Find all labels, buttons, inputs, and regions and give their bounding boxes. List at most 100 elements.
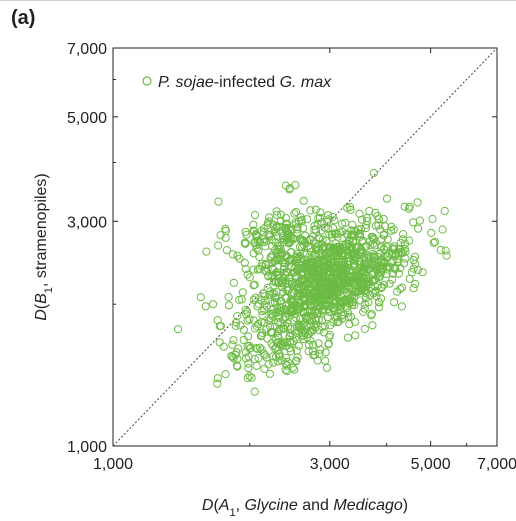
data-point	[307, 269, 316, 278]
data-point	[325, 301, 334, 310]
data-point	[229, 336, 238, 345]
data-point	[360, 299, 369, 308]
data-point	[233, 312, 242, 321]
data-point	[315, 326, 324, 335]
data-point	[324, 340, 333, 349]
data-point	[250, 387, 259, 396]
data-point	[268, 220, 278, 229]
data-point	[356, 232, 365, 241]
data-point	[271, 293, 280, 302]
data-point	[309, 340, 318, 349]
data-point	[228, 250, 237, 259]
data-point	[409, 255, 418, 265]
data-point	[311, 225, 320, 234]
data-point	[349, 236, 358, 245]
data-point	[393, 255, 402, 264]
data-point	[290, 209, 299, 218]
data-point	[436, 245, 445, 255]
data-point	[316, 208, 325, 217]
data-point	[345, 320, 354, 329]
data-points	[173, 168, 451, 396]
data-point	[361, 242, 370, 251]
data-point	[250, 211, 260, 220]
data-point	[405, 236, 414, 245]
top-rule	[0, 0, 516, 1]
data-point	[264, 272, 273, 281]
data-point	[388, 275, 397, 284]
data-point	[319, 257, 328, 266]
data-point	[290, 365, 299, 374]
data-point	[342, 229, 351, 238]
data-point	[369, 239, 378, 248]
data-point	[321, 348, 330, 357]
data-point	[246, 343, 255, 352]
data-point	[368, 277, 377, 286]
data-point	[353, 225, 363, 234]
data-point	[329, 224, 338, 233]
data-point	[345, 272, 354, 281]
y-tick-label: 1,000	[67, 439, 107, 456]
data-point	[343, 203, 352, 212]
data-point	[269, 358, 278, 367]
data-point	[349, 276, 358, 286]
data-point	[273, 255, 282, 264]
data-point	[258, 259, 267, 268]
data-point	[221, 226, 230, 235]
data-point	[269, 271, 278, 280]
data-point	[382, 263, 391, 272]
data-point	[284, 256, 293, 265]
data-point	[241, 354, 250, 363]
data-point	[251, 231, 260, 240]
data-point	[351, 331, 360, 340]
data-point	[338, 219, 347, 228]
data-point	[367, 311, 376, 320]
data-point	[330, 243, 339, 253]
data-point	[341, 264, 350, 273]
data-point	[346, 231, 355, 240]
data-point	[335, 260, 344, 269]
data-point	[294, 304, 303, 314]
data-point	[239, 335, 248, 345]
data-point	[292, 356, 301, 365]
x-tick-label: 3,000	[310, 456, 350, 473]
x-axis-title: D(A1, Glycine and Medicago)	[202, 497, 408, 519]
data-point	[291, 218, 300, 227]
data-point	[337, 302, 346, 311]
data-point	[382, 242, 391, 251]
x-tick-label: 1,000	[93, 456, 133, 473]
data-point	[369, 276, 378, 285]
data-point	[244, 364, 253, 373]
data-point	[254, 353, 263, 363]
data-point	[267, 327, 276, 336]
data-point	[293, 223, 302, 232]
x-tick-label: 7,000	[477, 456, 516, 473]
data-point	[329, 251, 338, 260]
data-point	[360, 260, 369, 269]
data-point	[441, 246, 450, 255]
data-point	[430, 237, 440, 246]
data-point	[252, 361, 261, 370]
data-point	[267, 242, 277, 251]
data-point	[287, 226, 296, 235]
data-point	[300, 319, 309, 328]
data-point	[249, 295, 258, 304]
data-point	[271, 335, 280, 344]
data-point	[275, 325, 284, 334]
data-point	[243, 316, 252, 325]
data-point	[310, 221, 319, 230]
data-point	[245, 344, 254, 353]
data-point	[257, 262, 266, 271]
data-point	[243, 307, 252, 316]
data-point	[279, 324, 288, 333]
data-point	[294, 283, 303, 292]
data-point	[314, 246, 323, 255]
data-point	[306, 244, 316, 253]
data-point	[249, 249, 258, 258]
x-tick-label: 5,000	[411, 456, 451, 473]
data-point	[350, 272, 359, 281]
data-point	[350, 301, 359, 310]
data-point	[260, 292, 269, 301]
data-point	[279, 338, 288, 347]
data-point	[272, 287, 281, 296]
